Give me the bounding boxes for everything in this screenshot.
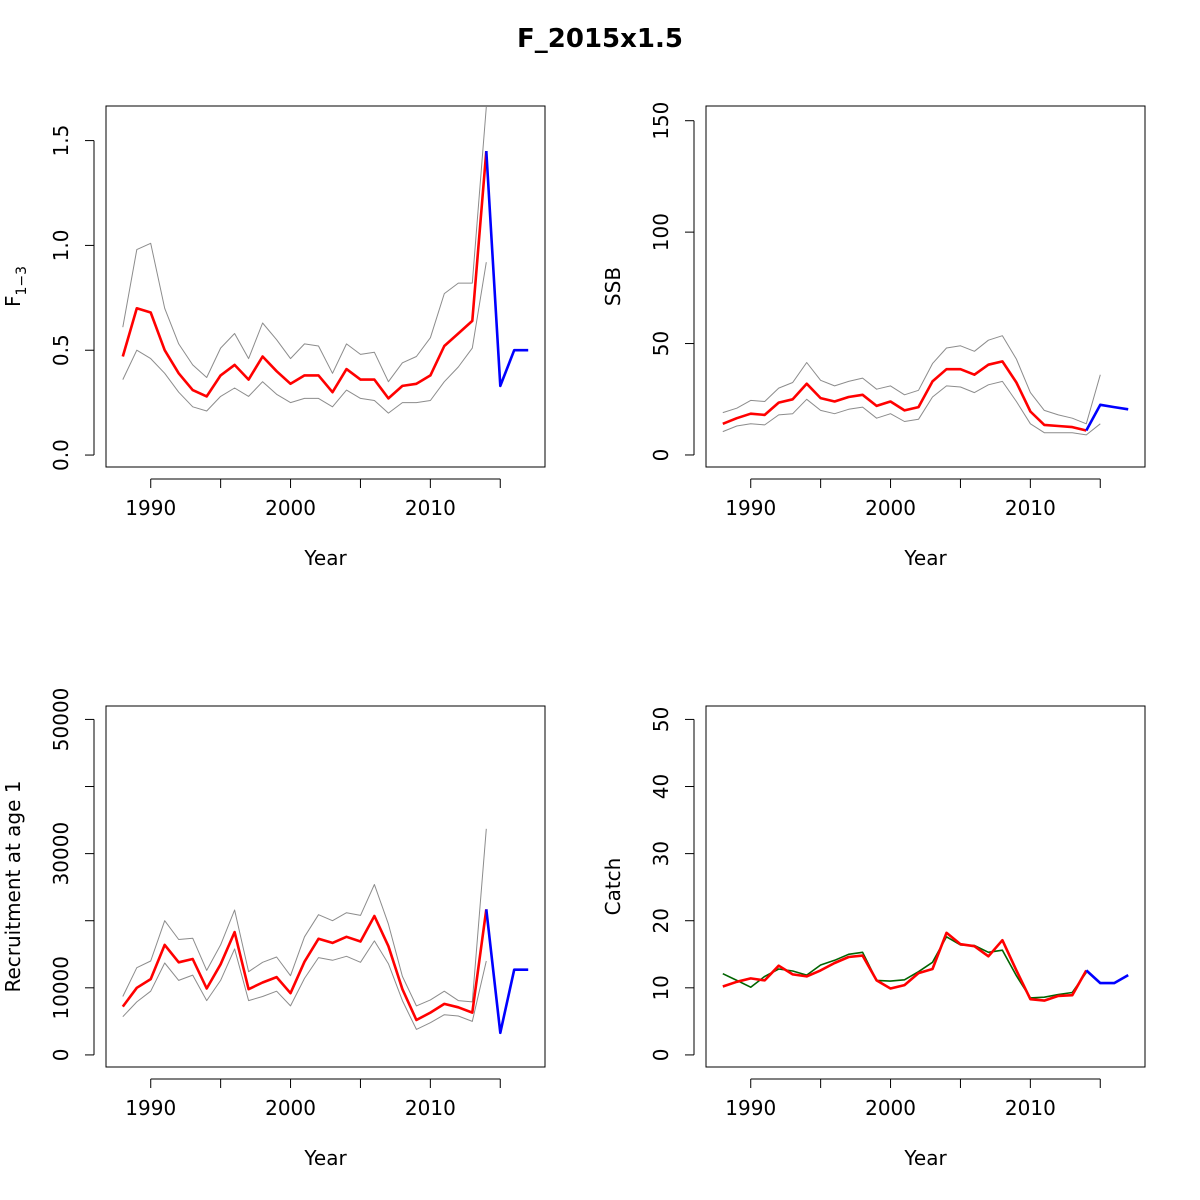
x-tick-label: 1990 [125, 1096, 176, 1120]
series-line-estimate [121, 150, 488, 400]
series-line-upper [722, 335, 1101, 425]
y-axis-title: SSB [601, 267, 625, 306]
x-tick-label: 2000 [265, 496, 316, 520]
x-tick-label: 2010 [1005, 1096, 1056, 1120]
y-tick-label: 50 [649, 707, 673, 732]
x-axis-title: Year [903, 1146, 947, 1170]
series-line-estimate [121, 909, 488, 1022]
panel-ssb: 1990 2000 2010 0 50 100 150 Year SSB [601, 102, 1146, 570]
series-line-estimate [722, 360, 1087, 432]
x-tick-label: 1990 [725, 1096, 776, 1120]
y-tick-label: 1.0 [49, 230, 73, 262]
x-axis-title: Year [903, 546, 947, 570]
y-tick-label: 50000 [49, 688, 73, 752]
x-tick-label: 2000 [865, 1096, 916, 1120]
x-tick-label: 2010 [405, 1096, 456, 1120]
x-tick-label: 1990 [725, 496, 776, 520]
x-axis-title: Year [303, 1146, 347, 1170]
y-tick-label: 30000 [49, 822, 73, 886]
series-line-upper [122, 106, 487, 383]
y-tick-label: 10 [649, 975, 673, 1000]
series-line-estimate [722, 931, 1088, 1002]
y-tick-label: 100 [649, 213, 673, 251]
figure-title: F_2015x1.5 [517, 24, 683, 54]
y-axis-title: F1−3 [1, 266, 30, 307]
x-tick-label: 2000 [865, 496, 916, 520]
y-tick-label: 0 [649, 1049, 673, 1062]
y-tick-label: 0.0 [49, 439, 73, 471]
series-line-projection [485, 909, 529, 1035]
plot-frame [105, 105, 546, 468]
series-line-projection [1085, 969, 1129, 985]
series-line-projection [485, 151, 529, 388]
y-tick-label: 150 [649, 102, 673, 140]
y-axis-title: Catch [601, 858, 625, 916]
x-tick-label: 2010 [405, 496, 456, 520]
series-line-upper [122, 828, 487, 1007]
y-tick-label: 30 [649, 841, 673, 866]
x-axis-title: Year [303, 546, 347, 570]
series-line-projection [1085, 403, 1129, 432]
y-tick-label: 50 [649, 331, 673, 356]
y-tick-label: 1.5 [49, 125, 73, 157]
y-tick-label: 0.5 [49, 334, 73, 366]
y-axis-title: Recruitment at age 1 [1, 780, 25, 992]
y-tick-label: 0 [49, 1049, 73, 1062]
series-line-lower [122, 262, 487, 414]
x-tick-label: 2010 [1005, 496, 1056, 520]
y-tick-label: 10000 [49, 956, 73, 1020]
y-tick-label: 0 [649, 449, 673, 462]
plot-frame [705, 105, 1146, 468]
plot-frame [705, 705, 1146, 1068]
y-tick-label: 40 [649, 774, 673, 799]
y-tick-label: 20 [649, 908, 673, 933]
x-tick-label: 2000 [265, 1096, 316, 1120]
series-line-lower [122, 940, 487, 1030]
x-tick-label: 1990 [125, 496, 176, 520]
series-line-lower [722, 380, 1101, 436]
plot-frame [105, 705, 546, 1068]
panel-recruitment: 1990 2000 2010 0 10000 30000 50000 Year Recruitm… [1, 688, 546, 1170]
panel-fishing-mortality: 1990 2000 2010 0.0 0.5 1.0 1.5 Year F1−3 [1, 105, 546, 570]
panel-catch: 1990 2000 2010 0 10 20 30 40 50 Year Catch [601, 705, 1146, 1170]
